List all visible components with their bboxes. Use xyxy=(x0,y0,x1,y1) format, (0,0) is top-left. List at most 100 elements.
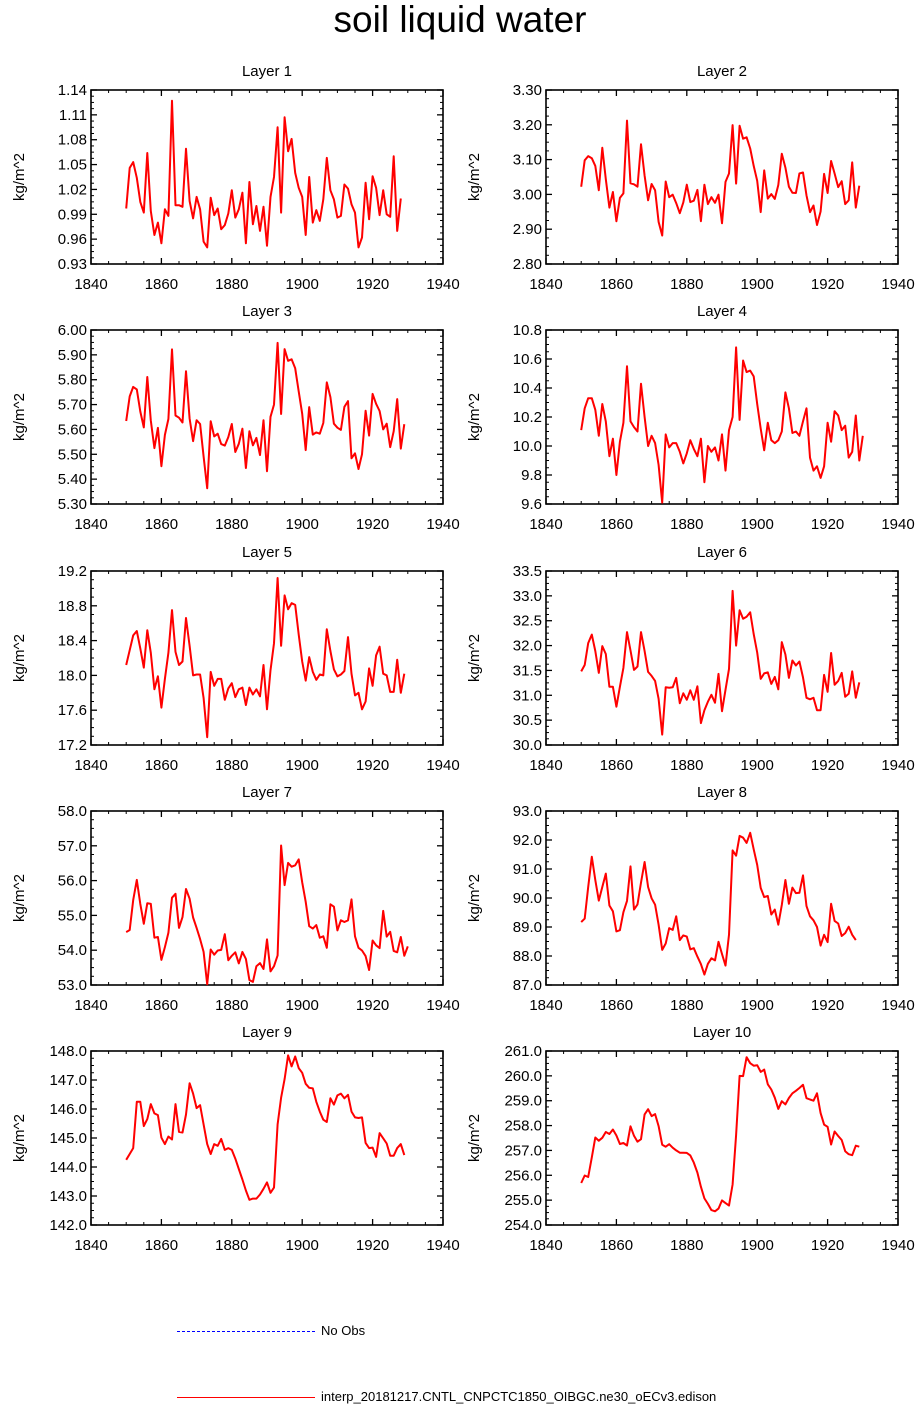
y-tick-label: 142.0 xyxy=(49,1217,87,1234)
y-tick-label: 148.0 xyxy=(49,1043,87,1060)
panel-title: Layer 10 xyxy=(693,1024,751,1041)
chart-panel-5: Layer 5 kg/m^2 17.2 17.6 18.0 18.4 18.8 19.2 184… xyxy=(11,544,460,774)
panel-title: Layer 2 xyxy=(697,63,747,80)
y-tick-label: 93.0 xyxy=(513,803,542,820)
y-tick-label: 10.4 xyxy=(513,380,542,397)
x-tick-label: 1840 xyxy=(529,757,562,774)
x-tick-label: 1880 xyxy=(670,276,703,293)
chart-panel-4: Layer 4 kg/m^2 9.6 9.8 10.0 10.2 10.4 10.6 10.8 1… xyxy=(466,303,915,533)
y-tick-label: 5.70 xyxy=(58,397,87,414)
y-tick-label: 91.0 xyxy=(513,861,542,878)
y-tick-label: 10.2 xyxy=(513,409,542,426)
chart-panel-3: Layer 3 kg/m^2 5.30 5.40 5.50 5.60 5.70 5.80 5.9… xyxy=(11,303,460,533)
x-tick-label: 1920 xyxy=(811,516,844,533)
y-tick-label: 18.8 xyxy=(58,598,87,615)
x-tick-label: 1940 xyxy=(426,757,459,774)
y-tick-label: 3.10 xyxy=(513,152,542,169)
y-tick-label: 2.80 xyxy=(513,256,542,273)
plot-frame xyxy=(90,810,444,986)
chart-panel-6: Layer 6 kg/m^2 30.0 30.5 31.0 31.5 32.0 32.5 33.… xyxy=(466,544,915,774)
x-tick-label: 1860 xyxy=(145,757,178,774)
y-tick-label: 57.0 xyxy=(58,838,87,855)
chart-panel-9: Layer 9 kg/m^2 142.0 143.0 144.0 145.0 146.0 14… xyxy=(11,1024,460,1254)
x-tick-label: 1900 xyxy=(741,1237,774,1254)
x-tick-label: 1900 xyxy=(286,516,319,533)
y-tick-label: 256.0 xyxy=(504,1167,542,1184)
x-tick-label: 1920 xyxy=(811,997,844,1014)
series-line xyxy=(580,831,857,976)
y-axis-label: kg/m^2 xyxy=(466,634,483,682)
x-tick-label: 1860 xyxy=(600,1237,633,1254)
x-tick-label: 1940 xyxy=(426,516,459,533)
panel-title: Layer 3 xyxy=(242,303,292,320)
x-tick-label: 1860 xyxy=(600,757,633,774)
x-tick-label: 1940 xyxy=(426,1237,459,1254)
x-tick-label: 1900 xyxy=(741,997,774,1014)
x-tick-label: 1880 xyxy=(670,757,703,774)
plot-frame xyxy=(90,1050,444,1226)
y-tick-label: 87.0 xyxy=(513,977,542,994)
series-line xyxy=(125,341,406,490)
page-title: soil liquid water xyxy=(333,0,587,40)
y-tick-label: 5.80 xyxy=(58,372,87,389)
y-tick-label: 2.90 xyxy=(513,221,542,238)
y-tick-label: 17.6 xyxy=(58,702,87,719)
x-tick-label: 1940 xyxy=(426,997,459,1014)
y-tick-label: 54.0 xyxy=(58,942,87,959)
panel-title: Layer 9 xyxy=(242,1024,292,1041)
series-line xyxy=(580,1056,860,1213)
y-tick-label: 144.0 xyxy=(49,1159,87,1176)
y-tick-label: 19.2 xyxy=(58,563,87,580)
plot-frame xyxy=(545,89,899,265)
x-tick-label: 1880 xyxy=(215,516,248,533)
y-tick-label: 146.0 xyxy=(49,1101,87,1118)
y-axis-label: kg/m^2 xyxy=(11,634,28,682)
y-axis-label: kg/m^2 xyxy=(11,874,28,922)
x-tick-label: 1840 xyxy=(529,516,562,533)
chart-panel-2: Layer 2 kg/m^2 2.80 2.90 3.00 3.10 3.20 3.30 184… xyxy=(466,63,915,293)
legend-obs-label: No Obs xyxy=(321,1323,366,1338)
y-tick-label: 258.0 xyxy=(504,1118,542,1135)
x-tick-label: 1880 xyxy=(670,1237,703,1254)
x-tick-label: 1880 xyxy=(215,276,248,293)
chart-panel-8: Layer 8 kg/m^2 87.0 88.0 89.0 90.0 91.0 92.0 93.… xyxy=(466,784,915,1014)
y-tick-label: 53.0 xyxy=(58,977,87,994)
y-tick-label: 0.93 xyxy=(58,256,87,273)
y-tick-label: 88.0 xyxy=(513,948,542,965)
series-line xyxy=(125,1054,406,1201)
x-tick-label: 1920 xyxy=(356,1237,389,1254)
x-tick-label: 1860 xyxy=(145,276,178,293)
legend-model: interp_20181217.CNTL_CNPCTC1850_OIBGC.ne… xyxy=(177,1388,897,1408)
x-tick-label: 1840 xyxy=(74,276,107,293)
y-tick-label: 9.8 xyxy=(521,467,542,484)
series-line xyxy=(125,99,402,249)
x-tick-label: 1860 xyxy=(600,276,633,293)
x-tick-label: 1940 xyxy=(881,757,914,774)
legend-obs-line xyxy=(177,1331,315,1332)
x-tick-label: 1920 xyxy=(811,276,844,293)
y-tick-label: 147.0 xyxy=(49,1072,87,1089)
series-line xyxy=(580,119,861,237)
y-tick-label: 9.6 xyxy=(521,496,542,513)
x-tick-label: 1880 xyxy=(215,997,248,1014)
y-tick-label: 1.11 xyxy=(59,107,87,124)
plots-area: Layer 1 kg/m^2 0.93 0.96 0.99 1.02 1.05 1.08 1.1… xyxy=(11,63,915,1254)
x-tick-label: 1900 xyxy=(741,276,774,293)
y-tick-label: 5.40 xyxy=(58,471,87,488)
x-tick-label: 1920 xyxy=(356,757,389,774)
x-tick-label: 1840 xyxy=(74,1237,107,1254)
x-tick-label: 1900 xyxy=(286,757,319,774)
panel-title: Layer 4 xyxy=(697,303,747,320)
x-tick-label: 1880 xyxy=(215,757,248,774)
x-tick-label: 1860 xyxy=(600,997,633,1014)
x-tick-label: 1920 xyxy=(356,997,389,1014)
y-tick-label: 1.05 xyxy=(58,157,87,174)
legend-model-line xyxy=(177,1397,315,1398)
chart-panel-1: Layer 1 kg/m^2 0.93 0.96 0.99 1.02 1.05 1.08 1.1… xyxy=(11,63,460,293)
y-tick-label: 1.02 xyxy=(58,181,87,198)
y-tick-label: 33.0 xyxy=(513,588,542,605)
y-axis-label: kg/m^2 xyxy=(466,874,483,922)
y-tick-label: 31.0 xyxy=(513,687,542,704)
x-tick-label: 1900 xyxy=(286,1237,319,1254)
x-tick-label: 1900 xyxy=(286,276,319,293)
